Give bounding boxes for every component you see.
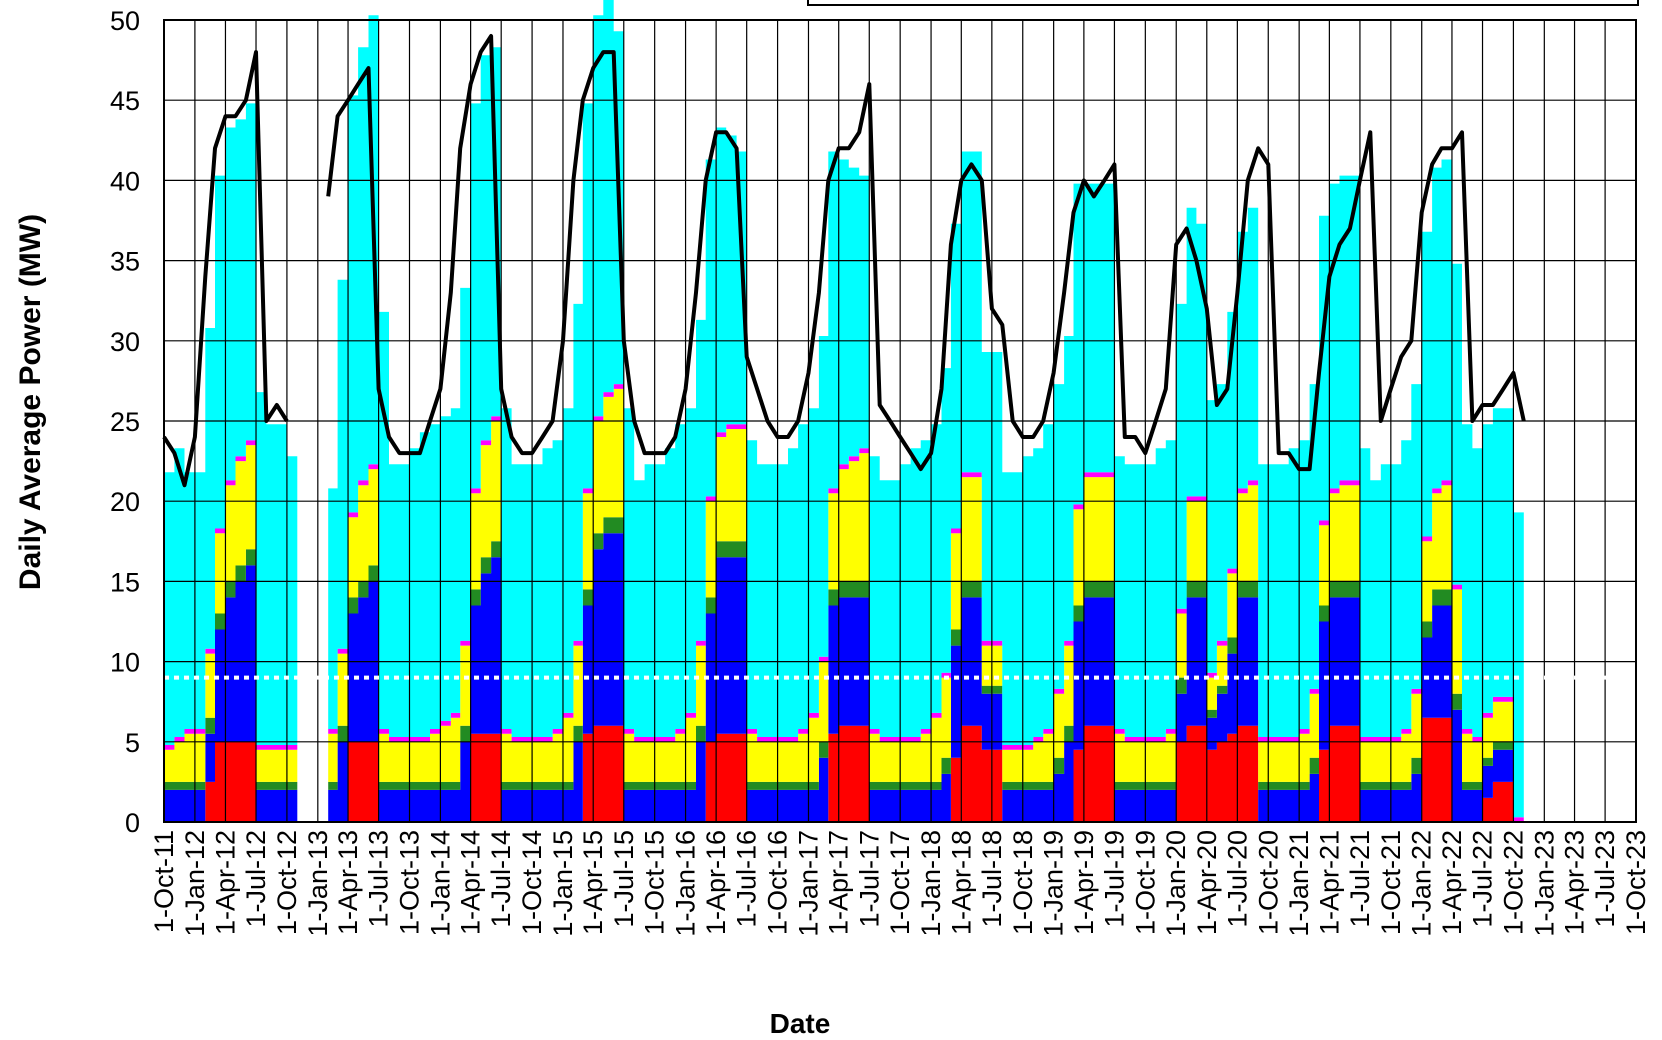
x-tick-label: 1-Jan-18 <box>916 830 946 937</box>
x-tick-label: 1-Oct-18 <box>1008 830 1038 935</box>
legend-box-fragment <box>807 0 1639 6</box>
x-tick-label: 1-Jul-19 <box>1099 830 1129 928</box>
y-tick-label: 10 <box>110 648 140 678</box>
x-tick-label: 1-Jan-15 <box>548 830 578 937</box>
x-tick-label: 1-Jan-21 <box>1284 830 1314 937</box>
x-tick-label: 1-Jul-16 <box>732 830 762 928</box>
x-tick-label: 1-Apr-22 <box>1437 830 1467 935</box>
x-tick-label: 1-Oct-13 <box>395 830 425 935</box>
series-area-2 <box>164 533 1524 822</box>
x-tick-label: 1-Jul-21 <box>1345 830 1375 928</box>
x-tick-label: 1-Apr-12 <box>211 830 241 935</box>
x-tick-label: 1-Jan-13 <box>303 830 333 937</box>
x-axis: 1-Oct-11 1-Jan-12 1-Apr-12 1-Jul-12 1-Oct-12… <box>149 830 1651 937</box>
x-tick-label: 1-Oct-19 <box>1130 830 1160 935</box>
x-tick-label: 1-Apr-13 <box>333 830 363 935</box>
x-tick-label: 1-Apr-17 <box>824 830 854 935</box>
x-tick-label: 1-Jan-17 <box>794 830 824 937</box>
series-area-4 <box>164 388 1524 822</box>
x-tick-label: 1-Apr-23 <box>1560 830 1590 935</box>
x-tick-label: 1-Jul-13 <box>364 830 394 928</box>
plot-frame <box>163 19 1637 823</box>
x-tick-label: 1-Oct-16 <box>763 830 793 935</box>
x-tick-label: 1-Jan-12 <box>180 830 210 937</box>
y-tick-label: 40 <box>110 166 140 196</box>
x-tick-label: 1-Oct-23 <box>1621 830 1651 935</box>
x-tick-label: 1-Jul-23 <box>1590 830 1620 928</box>
x-tick-label: 1-Apr-14 <box>456 830 486 935</box>
y-axis: 0 5 10 15 20 25 30 35 40 45 50 <box>110 6 140 838</box>
x-tick-label: 1-Jan-22 <box>1407 830 1437 937</box>
y-tick-label: 35 <box>110 247 140 277</box>
x-tick-label: 1-Jan-19 <box>1039 830 1069 937</box>
x-tick-label: 1-Oct-11 <box>149 830 179 933</box>
x-tick-label: 1-Apr-21 <box>1314 830 1344 935</box>
y-tick-label: 25 <box>110 407 140 437</box>
y-tick-label: 5 <box>125 728 140 758</box>
x-tick-label: 1-Oct-14 <box>517 830 547 935</box>
x-tick-label: 1-Oct-22 <box>1498 830 1528 935</box>
x-tick-label: 1-Jul-15 <box>609 830 639 928</box>
x-tick-label: 1-Apr-20 <box>1192 830 1222 935</box>
y-tick-label: 0 <box>125 808 140 838</box>
series-area-1 <box>164 717 1524 822</box>
x-tick-label: 1-Jul-22 <box>1468 830 1498 928</box>
x-tick-label: 1-Apr-15 <box>578 830 608 935</box>
x-tick-label: 1-Jan-23 <box>1529 830 1559 937</box>
x-tick-label: 1-Jul-12 <box>241 830 271 928</box>
x-tick-label: 1-Jan-14 <box>425 830 455 937</box>
series-area-6 <box>164 0 1524 822</box>
x-tick-label: 1-Apr-19 <box>1069 830 1099 935</box>
x-tick-label: 1-Jul-17 <box>854 830 884 928</box>
x-tick-label: 1-Jul-14 <box>486 830 516 928</box>
x-tick-label: 1-Oct-15 <box>640 830 670 935</box>
x-tick-label: 1-Oct-21 <box>1376 830 1406 935</box>
y-tick-label: 45 <box>110 86 140 116</box>
x-tick-label: 1-Apr-16 <box>701 830 731 935</box>
plot-area <box>162 0 1646 823</box>
x-tick-label: 1-Apr-18 <box>946 830 976 935</box>
x-tick-label: 1-Jul-18 <box>977 830 1007 928</box>
y-tick-label: 30 <box>110 327 140 357</box>
y-tick-label: 50 <box>110 6 140 36</box>
x-tick-label: 1-Oct-12 <box>272 830 302 935</box>
x-tick-label: 1-Jan-16 <box>671 830 701 937</box>
y-axis-title: Daily Average Power (MW) <box>14 214 47 590</box>
y-tick-label: 20 <box>110 487 140 517</box>
x-tick-label: 1-Oct-17 <box>885 830 915 935</box>
x-axis-title: Date <box>770 1008 831 1039</box>
y-tick-label: 15 <box>110 567 140 597</box>
x-tick-label: 1-Jan-20 <box>1161 830 1191 937</box>
x-tick-label: 1-Jul-20 <box>1222 830 1252 928</box>
x-tick-label: 1-Oct-20 <box>1253 830 1283 935</box>
